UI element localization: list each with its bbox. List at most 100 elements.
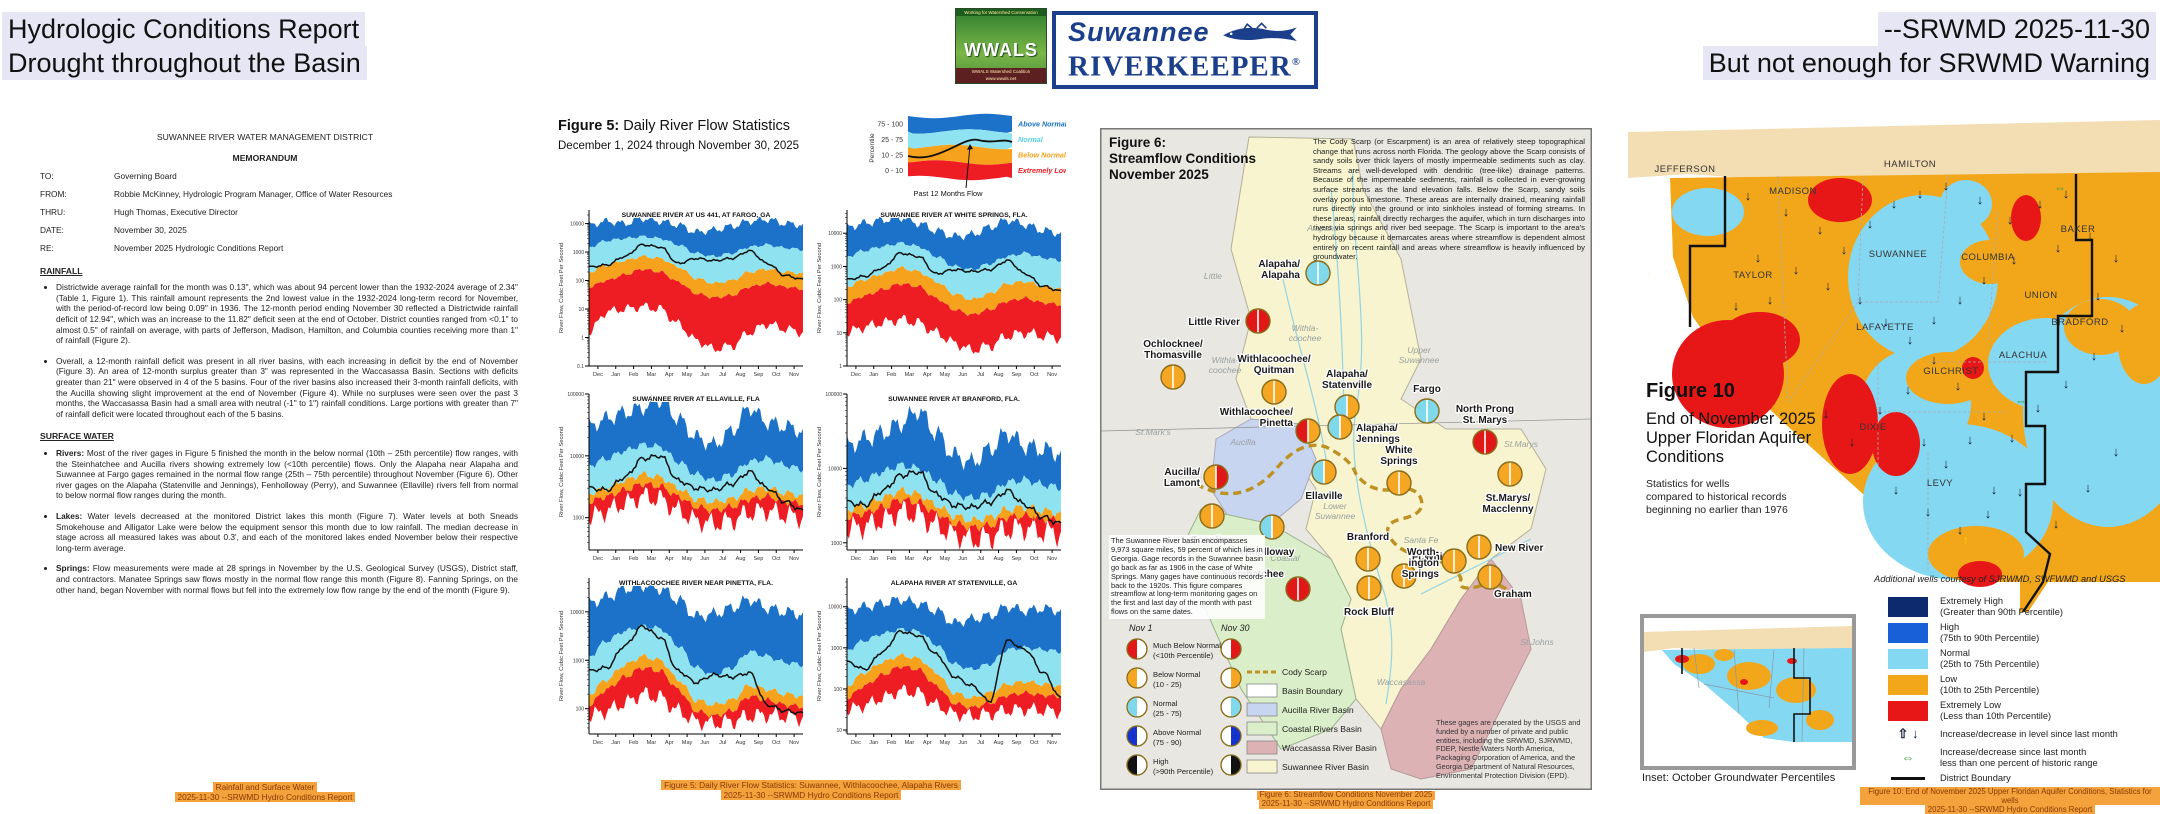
key-ylabel: Percentile [869,133,876,163]
svg-text:May: May [682,740,693,746]
svg-text:Apr: Apr [665,556,674,562]
county-label: BRADFORD [2051,317,2108,328]
gage-station: Rock Bluff [1343,575,1396,619]
nov30-half [1318,261,1330,285]
decrease-arrow-icon: ↓ [1767,292,1774,307]
past-12-months-flow-line [588,453,804,511]
river-flow-chart: 1 10 100 1000 10000 Dec Jan Feb Mar Apr May Jun Jul A… [817,210,1062,378]
county-label: LAFAYETTE [1856,322,1914,333]
svg-text:Santa Fe: Santa Fe [1404,535,1439,545]
legend-swatch [1888,674,1928,695]
gage-station-label: Alapaha/Alapaha [1258,259,1300,281]
nov1-half [1306,261,1318,285]
svg-text:Alapaha: Alapaha [1306,223,1339,233]
svg-text:10000: 10000 [828,466,842,472]
legend-feature-label: Aucilla River Basin [1282,705,1354,715]
nov1-half [1312,460,1324,484]
percentile-band [847,462,1061,524]
decrease-arrow-icon: ↓ [1985,506,1992,521]
decrease-arrow-icon: ↓ [1817,222,1824,237]
key-band [908,144,1012,165]
figure6-title-line3: November 2025 [1109,167,1209,182]
nov30-half [1308,419,1320,443]
decrease-arrow-icon: ↓ [2037,196,2044,211]
figure10-stats-line1: Statistics for wells [1646,478,1730,490]
report-headline-right: --SRWMD 2025-11-30 But not enough for SR… [1702,12,2156,80]
svg-text:Jan: Jan [869,372,878,378]
percentile-key: 75 - 100 Above Normal 25 - 75 Normal 10 - 25… [834,110,1069,203]
key-flow-line [907,138,1013,159]
svg-text:Nov: Nov [1047,556,1057,562]
figure5-subtitle: December 1, 2024 through November 30, 20… [558,140,800,152]
figure5-header: Figure 5: Daily River Flow Statistics De… [556,110,1069,198]
decrease-arrow-icon: ↓ [1991,482,1998,497]
nov1-half [1246,309,1258,333]
nov30-half [1298,577,1310,601]
memo-field-value: Robbie McKinney, Hydrologic Program Mana… [114,188,393,199]
up-down-arrow-icon: ⇧ ↓ [1897,726,1919,741]
county-line [1857,177,1864,303]
decrease-arrow-icon: ↓ [2011,252,2018,267]
memo-field-row: FROM: Robbie McKinney, Hydrologic Program… [40,189,518,200]
riverkeeper-text: RIVERKEEPER [1068,50,1292,83]
decrease-arrow-icon: ↓ [1921,434,1928,449]
nov1-half [1161,365,1173,389]
decrease-arrow-icon: ↓ [1907,332,1914,347]
figure5-title-label: Figure 5: [558,118,620,134]
percentile-band [589,268,803,353]
gage-station-label: Aucilla/Lamont [1164,467,1201,489]
chart-title: SUWANNEE RIVER AT BRANFORD, FLA. [888,396,1020,403]
no-change-arrow-icon: ⇔ [2015,394,2027,408]
gage-station: North Prong St. Marys [1455,403,1515,455]
low-patch [1928,526,2024,582]
decrease-arrow-icon: ↓ [2119,320,2126,335]
key-band [908,129,1012,150]
sturgeon-fish-icon [1222,21,1297,41]
svg-text:100000: 100000 [567,392,584,398]
key-range-label: 75 - 100 [877,121,903,128]
basin-watermark: Coastal [1270,553,1300,563]
aquifer-legend-row: Extremely High (Greater than 90th Percent… [1888,596,2158,617]
svg-text:Feb: Feb [629,556,639,562]
legend-class-sub: (<10th Percentile) [1153,651,1214,660]
memo-field-value: Hugh Thomas, Executive Director [114,206,238,217]
nov1-half [1286,577,1298,601]
inset-map-graphic [1644,618,1852,766]
county-line [1987,211,1999,343]
svg-text:Waccasassa: Waccasassa [1377,677,1426,687]
svg-text:1000: 1000 [831,646,842,652]
county-label: HAMILTON [1884,159,1936,170]
svg-text:10000: 10000 [828,605,842,611]
gage-station-label: Ochlocknee/Thomasville [1143,339,1203,361]
svg-text:River Flow, Cubic Feet Per Sec: River Flow, Cubic Feet Per Second [559,427,565,517]
nov30-half [1427,399,1439,423]
nov30-half [1399,471,1411,495]
surface-water-bullet: Rivers: Most of the river gages in Figur… [56,448,518,501]
svg-text:Suwannee: Suwannee [1399,355,1440,365]
memo-field-row: TO: Governing Board [40,171,518,182]
past-12-months-flow-line [588,243,804,280]
extremely-low-region [1962,357,1984,379]
svg-text:Nov: Nov [789,556,799,562]
nov30-half [1274,380,1286,404]
svg-text:10000: 10000 [570,610,584,616]
decrease-arrow-icon: ↓ [1793,262,1800,277]
memo-field-label: TO: [40,170,54,181]
decrease-arrow-icon: ↓ [2085,480,2092,495]
district-boundary-line-icon [1891,776,1925,780]
svg-text:Nov: Nov [789,740,799,746]
svg-text:Jul: Jul [719,372,726,378]
wwals-name: WWALS [964,40,1038,60]
figure5-panel: Figure 5: Daily River Flow Statistics De… [556,110,1069,750]
svg-text:Suwannee: Suwannee [1315,511,1356,521]
inset-extremely-low [1740,679,1748,685]
key-band [908,160,1012,181]
svg-text:Upper: Upper [1407,345,1432,355]
decrease-arrow-icon: ↓ [2009,430,2016,445]
svg-text:St.Johns: St.Johns [1520,637,1554,647]
percentile-band [589,482,803,534]
chart-cell: 1000 10000 100000 Dec Jan Feb Mar Apr May Jun Jul A… [556,382,808,566]
percentile-band [847,283,1061,354]
